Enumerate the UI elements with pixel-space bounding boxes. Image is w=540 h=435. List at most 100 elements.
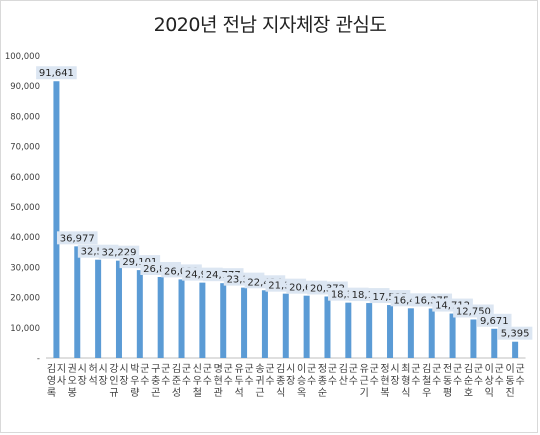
bar — [449, 313, 456, 358]
data-label: 26,021 — [164, 266, 199, 277]
data-label: 21,303 — [268, 281, 303, 292]
bar — [491, 328, 498, 358]
bar — [261, 290, 268, 358]
data-label: 32,550 — [81, 247, 116, 258]
data-label: 20,635 — [289, 283, 324, 294]
y-tick-label: 100,000 — [5, 52, 40, 62]
bar — [95, 259, 102, 358]
data-label: 26,826 — [143, 264, 178, 275]
data-label-box — [56, 231, 98, 245]
bar — [470, 319, 477, 358]
y-tick-label: 70,000 — [10, 143, 40, 153]
data-label: 16,452 — [393, 295, 428, 306]
bar — [115, 260, 122, 358]
bar — [324, 296, 331, 358]
bar — [157, 276, 164, 358]
y-tick-label: 90,000 — [10, 82, 40, 92]
y-tick-label: 40,000 — [10, 233, 40, 243]
data-label: 18,192 — [352, 290, 387, 301]
data-label: 22,424 — [247, 277, 282, 288]
data-label: 17,535 — [373, 292, 408, 303]
bar — [241, 287, 248, 358]
y-tick-label: 10,000 — [10, 324, 40, 334]
data-label-box — [497, 326, 533, 340]
data-label: 32,229 — [101, 248, 136, 259]
data-label: 23,303 — [227, 275, 262, 286]
bar — [53, 81, 60, 359]
data-label: 29,101 — [122, 257, 157, 268]
y-tick-label: 60,000 — [10, 173, 40, 183]
y-tick-label: - — [37, 354, 40, 364]
bar — [220, 283, 227, 358]
bar — [282, 293, 289, 358]
bar — [74, 246, 81, 358]
bar — [199, 282, 206, 358]
y-tick-label: 80,000 — [10, 112, 40, 122]
data-label: 24,956 — [185, 270, 220, 281]
data-label: 24,777 — [206, 270, 241, 281]
bar — [303, 295, 310, 358]
bar — [512, 341, 519, 358]
y-tick-label: 50,000 — [10, 203, 40, 213]
data-label: 91,641 — [39, 68, 74, 79]
bar — [366, 303, 373, 358]
data-label: 14,712 — [435, 301, 470, 312]
data-label: 16,375 — [414, 296, 449, 307]
data-label: 9,671 — [480, 316, 509, 327]
data-label: 12,750 — [456, 306, 491, 317]
data-label: 5,395 — [501, 329, 530, 340]
data-label: 20,372 — [310, 283, 345, 294]
y-tick-label: 20,000 — [10, 294, 40, 304]
data-label-box — [477, 313, 512, 327]
data-label: 18,326 — [331, 290, 366, 301]
bar — [407, 308, 414, 358]
bar — [136, 270, 143, 358]
bar — [345, 302, 352, 358]
